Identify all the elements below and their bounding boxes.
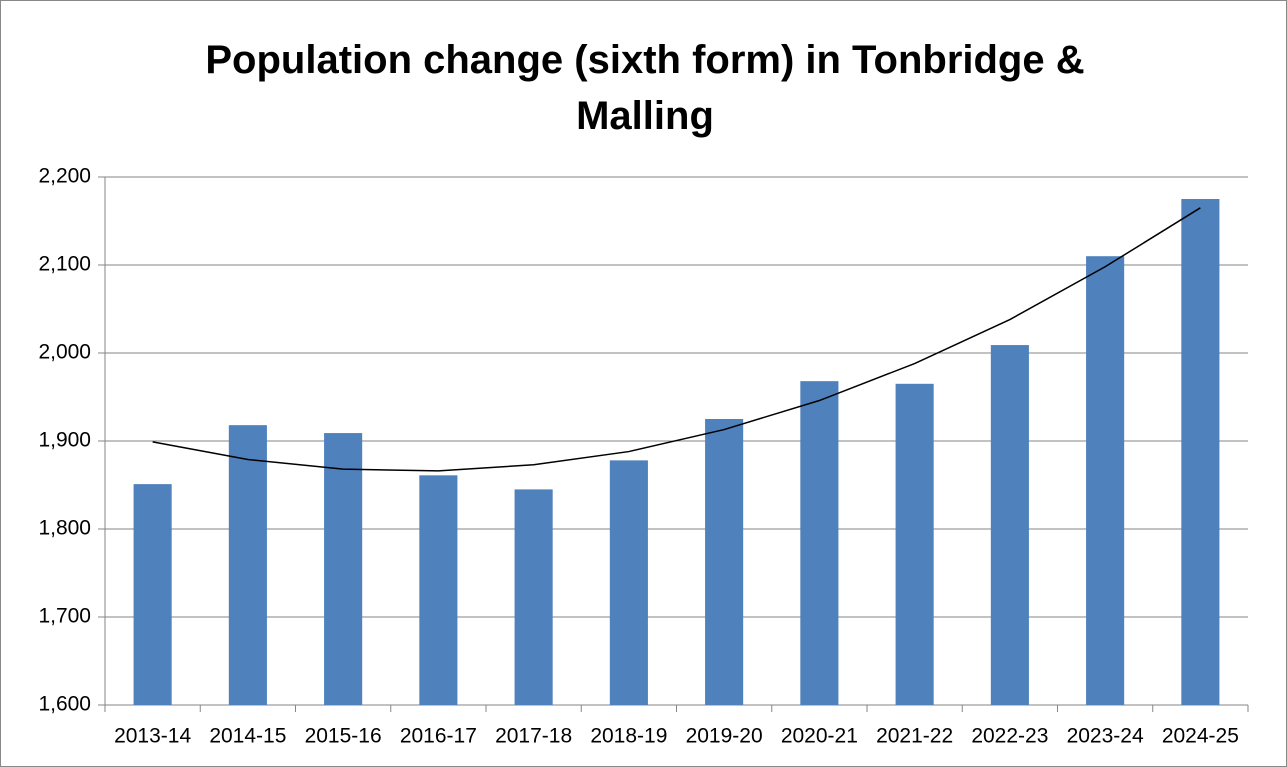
x-tick-label: 2022-23 xyxy=(971,725,1048,748)
bar xyxy=(609,460,648,705)
x-tick-label: 2018-19 xyxy=(590,725,667,748)
y-tick-label: 2,100 xyxy=(38,253,91,276)
y-tick-label: 1,600 xyxy=(38,693,91,716)
x-tick-label: 2013-14 xyxy=(114,725,191,748)
bar xyxy=(324,433,363,705)
bar xyxy=(800,381,839,705)
x-tick-label: 2024-25 xyxy=(1162,725,1239,748)
y-tick-label: 2,000 xyxy=(38,341,91,364)
y-tick-label: 2,200 xyxy=(38,165,91,188)
x-tick-label: 2015-16 xyxy=(305,725,382,748)
y-tick-label: 1,700 xyxy=(38,605,91,628)
x-tick-label: 2016-17 xyxy=(400,725,477,748)
x-tick-label: 2014-15 xyxy=(209,725,286,748)
x-tick-label: 2020-21 xyxy=(781,725,858,748)
bar xyxy=(705,419,744,705)
bar xyxy=(1181,199,1220,705)
x-tick-label: 2019-20 xyxy=(686,725,763,748)
bar xyxy=(228,425,267,705)
bar xyxy=(1086,256,1125,705)
bar xyxy=(895,383,934,705)
x-tick-label: 2021-22 xyxy=(876,725,953,748)
y-tick-label: 1,800 xyxy=(38,517,91,540)
x-tick-label: 2023-24 xyxy=(1067,725,1144,748)
bar xyxy=(133,484,172,705)
chart-title: Population change (sixth form) in Tonbri… xyxy=(205,38,1085,138)
trendline xyxy=(152,207,1201,472)
x-tick-label: 2017-18 xyxy=(495,725,572,748)
bar xyxy=(990,345,1029,705)
y-tick-label: 1,900 xyxy=(38,429,91,452)
bar xyxy=(514,489,553,705)
bar xyxy=(419,475,458,705)
